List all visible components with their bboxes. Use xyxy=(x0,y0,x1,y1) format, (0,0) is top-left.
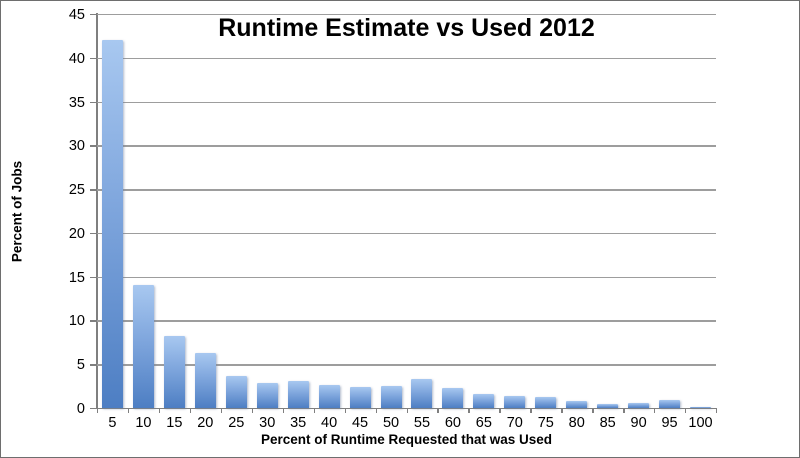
y-tick-label: 10 xyxy=(68,313,85,330)
bar-100 xyxy=(690,406,712,408)
y-tick-label: 0 xyxy=(76,401,85,417)
y-axis-line xyxy=(96,13,98,409)
bar-75 xyxy=(535,397,557,408)
x-axis-tick xyxy=(189,408,192,413)
x-tick-label: 30 xyxy=(259,415,276,431)
y-tick-label: 30 xyxy=(68,138,85,155)
bar-80 xyxy=(566,400,588,408)
gridline xyxy=(97,57,716,60)
x-axis-tick xyxy=(530,408,532,413)
x-axis-tick xyxy=(592,408,594,413)
bar-50 xyxy=(380,386,402,408)
x-tick-label: 95 xyxy=(661,415,678,431)
x-axis-title: Percent of Runtime Requested that was Us… xyxy=(260,432,553,447)
bar-45 xyxy=(349,386,371,408)
y-tick-label: 25 xyxy=(68,182,85,199)
x-tick-label: 5 xyxy=(108,415,117,431)
x-tick-label: 45 xyxy=(351,415,369,431)
x-tick-label: 40 xyxy=(321,415,338,431)
x-axis-tick xyxy=(220,408,223,413)
x-axis-tick xyxy=(313,408,316,413)
x-tick-label: 60 xyxy=(444,415,461,431)
x-axis-tick xyxy=(623,408,625,413)
gridline xyxy=(97,189,716,191)
y-axis-tick xyxy=(90,145,97,147)
x-axis-tick xyxy=(561,408,563,413)
x-axis-tick xyxy=(654,408,656,413)
y-axis-tick xyxy=(90,57,97,60)
y-axis-title: Percent of Jobs xyxy=(9,160,25,263)
bar-15 xyxy=(163,336,185,408)
gridline xyxy=(97,14,716,16)
x-tick-label: 15 xyxy=(166,415,183,431)
x-tick-label: 50 xyxy=(382,415,400,431)
x-tick-label: 85 xyxy=(599,415,616,431)
bar-10 xyxy=(132,285,154,408)
x-tick-label: 90 xyxy=(630,415,647,431)
y-axis-tick xyxy=(90,408,97,410)
bar-5 xyxy=(101,40,123,408)
gridline xyxy=(97,232,716,235)
plot-area xyxy=(97,14,716,408)
x-tick-label: 25 xyxy=(228,415,245,431)
bar-40 xyxy=(318,385,340,408)
y-axis-tick xyxy=(90,189,97,191)
y-axis-tick xyxy=(90,320,97,322)
bar-95 xyxy=(659,400,681,408)
x-axis-tick xyxy=(499,408,501,413)
bar-20 xyxy=(194,352,216,408)
bar-30 xyxy=(256,383,278,408)
x-tick-label: 80 xyxy=(568,415,585,431)
bar-35 xyxy=(287,380,309,408)
y-axis-tick xyxy=(90,14,97,16)
x-tick-label: 70 xyxy=(506,415,523,431)
bar-60 xyxy=(442,387,464,408)
gridline xyxy=(97,145,716,147)
y-tick-label: 45 xyxy=(68,7,85,23)
x-axis-tick xyxy=(251,408,254,413)
gridline xyxy=(97,320,716,322)
x-tick-label: 55 xyxy=(413,415,431,431)
bar-70 xyxy=(504,395,526,408)
x-tick-label: 10 xyxy=(135,415,152,431)
x-axis-tick xyxy=(344,408,346,413)
y-tick-label: 5 xyxy=(76,357,85,374)
bar-65 xyxy=(473,393,495,408)
chart-title: Runtime Estimate vs Used 2012 xyxy=(218,14,595,42)
y-axis-tick xyxy=(90,101,97,103)
x-tick-label: 20 xyxy=(197,415,214,431)
x-axis-tick xyxy=(468,408,470,413)
y-tick-label: 20 xyxy=(68,225,85,242)
x-axis-tick xyxy=(158,408,161,413)
gridline xyxy=(97,101,716,103)
y-axis-tick xyxy=(90,276,97,279)
x-axis-line xyxy=(96,407,716,409)
bar-85 xyxy=(597,403,619,408)
x-axis-tick xyxy=(282,408,285,413)
y-axis-tick xyxy=(90,232,97,235)
x-axis-tick xyxy=(406,408,408,413)
y-tick-label: 15 xyxy=(68,269,85,286)
bar-25 xyxy=(225,375,247,408)
x-axis-tick xyxy=(127,408,130,413)
y-tick-label: 35 xyxy=(68,94,85,111)
x-tick-label: 65 xyxy=(475,415,492,431)
gridline xyxy=(97,364,716,366)
x-axis-tick xyxy=(97,408,99,413)
x-tick-label: 100 xyxy=(688,415,713,431)
y-tick-label: 40 xyxy=(68,50,85,67)
bar-55 xyxy=(411,379,433,408)
x-axis-tick xyxy=(375,408,377,413)
y-axis-tick xyxy=(90,364,97,366)
x-tick-label: 75 xyxy=(537,415,554,431)
x-axis-tick xyxy=(437,408,439,413)
x-tick-label: 35 xyxy=(290,415,307,431)
gridline xyxy=(97,276,716,279)
x-axis-tick xyxy=(716,408,718,413)
x-axis-tick xyxy=(685,408,687,413)
bar-90 xyxy=(628,402,650,408)
